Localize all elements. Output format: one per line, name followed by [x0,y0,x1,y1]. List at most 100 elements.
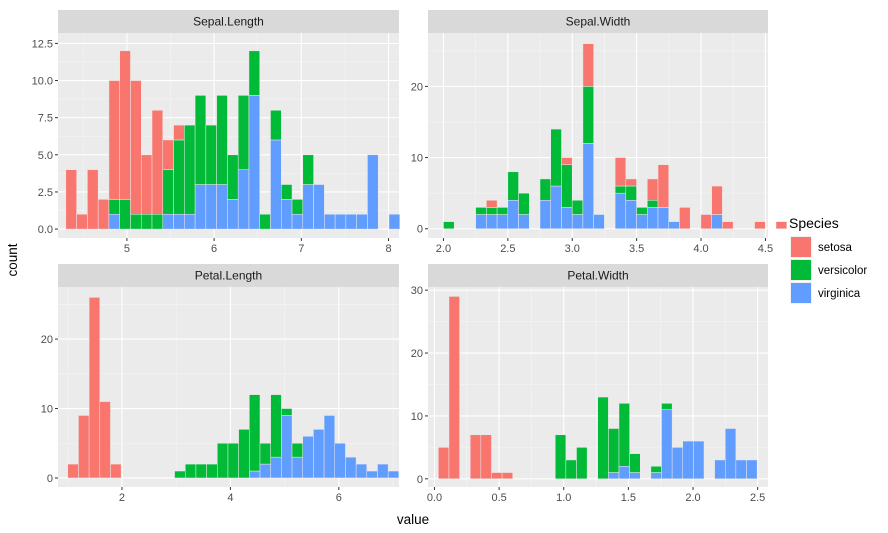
bar-virginica [725,428,737,480]
legend-swatch-setosa [791,237,811,257]
bar-virginica [259,463,271,479]
bar-versicolor [608,428,620,473]
facet-panel-sepal-length: Sepal.Length 5 6 7 8 0.0 2.5 5.0 7.5 10.0 12.5 [32,10,400,255]
bar-virginica [313,184,325,230]
legend-swatch-virginica [791,283,811,303]
bar-setosa [679,207,691,229]
bar-virginica [388,213,400,230]
bar-setosa [657,164,669,208]
bar-virginica [561,207,573,229]
x-tick-label: 1.0 [556,492,571,504]
bar-virginica [539,200,551,229]
bar-virginica [366,470,378,479]
y-tick-label: 30 [411,285,423,297]
bar-setosa [151,109,164,215]
bar-virginica [237,169,250,230]
bar-versicolor [281,184,293,200]
bar-setosa [130,80,142,215]
bar-setosa [87,169,99,230]
bar-versicolor [614,185,627,194]
bar-versicolor [270,394,282,458]
bar-virginica [668,221,680,229]
bar-versicolor [625,185,637,201]
bar-virginica [496,214,509,229]
bar-virginica [108,213,120,230]
bar-versicolor [618,403,630,467]
y-tick-label: 0.0 [38,224,53,236]
bar-virginica [671,447,684,480]
bar-setosa [448,296,460,480]
bar-setosa [614,157,627,187]
x-tick-label: 4.0 [693,243,708,255]
bar-versicolor [291,443,303,458]
bar-versicolor [302,154,314,185]
y-tick-label: 2.5 [38,187,53,199]
bar-virginica [650,472,662,480]
facet-strip [58,10,399,33]
x-tick-label: 0.5 [491,492,506,504]
legend-swatch-versicolor [791,260,811,280]
bar-virginica [625,200,637,229]
bar-versicolor [195,463,207,479]
bar-versicolor [539,178,551,201]
bar-setosa [647,178,659,201]
y-tick-label: 0 [417,474,423,486]
bar-setosa [97,199,110,230]
bar-versicolor [565,459,577,480]
bar-virginica [324,213,336,230]
x-tick-label: 7 [298,243,304,255]
bar-virginica [387,470,400,479]
bar-virginica [608,472,620,480]
y-tick-label: 0 [47,473,53,485]
bar-setosa [582,43,594,87]
bar-setosa [480,434,492,480]
bar-setosa [486,200,498,208]
bar-virginica [227,199,239,230]
x-tick-label: 6 [336,492,342,504]
x-tick-label: 2.5 [750,492,765,504]
bar-versicolor [576,447,588,480]
x-tick-label: 5 [124,243,130,255]
bar-virginica [205,184,217,230]
bar-versicolor [291,199,304,215]
bar-setosa [76,213,88,230]
bar-setosa [775,221,788,229]
bar-versicolor [227,154,239,200]
bar-versicolor [259,213,271,230]
y-tick-label: 10 [411,153,423,165]
bar-setosa [162,139,174,170]
bar-virginica [356,213,368,230]
bar-versicolor [650,465,662,473]
bar-setosa [88,297,101,479]
bar-virginica [735,459,747,480]
y-tick-label: 10 [41,404,53,416]
bar-versicolor [184,124,196,215]
bar-setosa [491,472,503,480]
bar-virginica [334,443,346,479]
bar-virginica [345,456,357,479]
x-tick-label: 2.0 [436,243,451,255]
x-tick-label: 2 [119,492,125,504]
y-tick-label: 10.0 [32,76,53,88]
bar-versicolor [119,199,131,230]
bar-versicolor [507,171,519,201]
bar-versicolor [661,403,673,410]
bar-virginica [270,456,282,479]
facet-panel-sepal-width: Sepal.Width 2.0 2.5 3.0 3.5 4.0 4.5 0 10 20 [411,10,788,255]
facet-panel-petal-width: Petal.Width 0.0 0.5 1.0 1.5 2.0 2.5 0 10 20 30 [411,264,768,504]
x-axis-title: value [397,512,429,527]
legend: Species setosa versicolor virginica [789,215,867,304]
bar-virginica [475,214,487,229]
bar-virginica [486,214,498,229]
bar-setosa [108,80,120,200]
x-tick-label: 3.0 [565,243,580,255]
bar-versicolor [582,86,594,144]
bar-virginica [593,214,605,229]
bar-virginica [184,213,196,230]
facet-strip [428,10,768,33]
bar-setosa [140,154,153,215]
bar-versicolor [227,443,239,479]
x-tick-label: 8 [385,243,391,255]
x-tick-label: 1.5 [621,492,636,504]
